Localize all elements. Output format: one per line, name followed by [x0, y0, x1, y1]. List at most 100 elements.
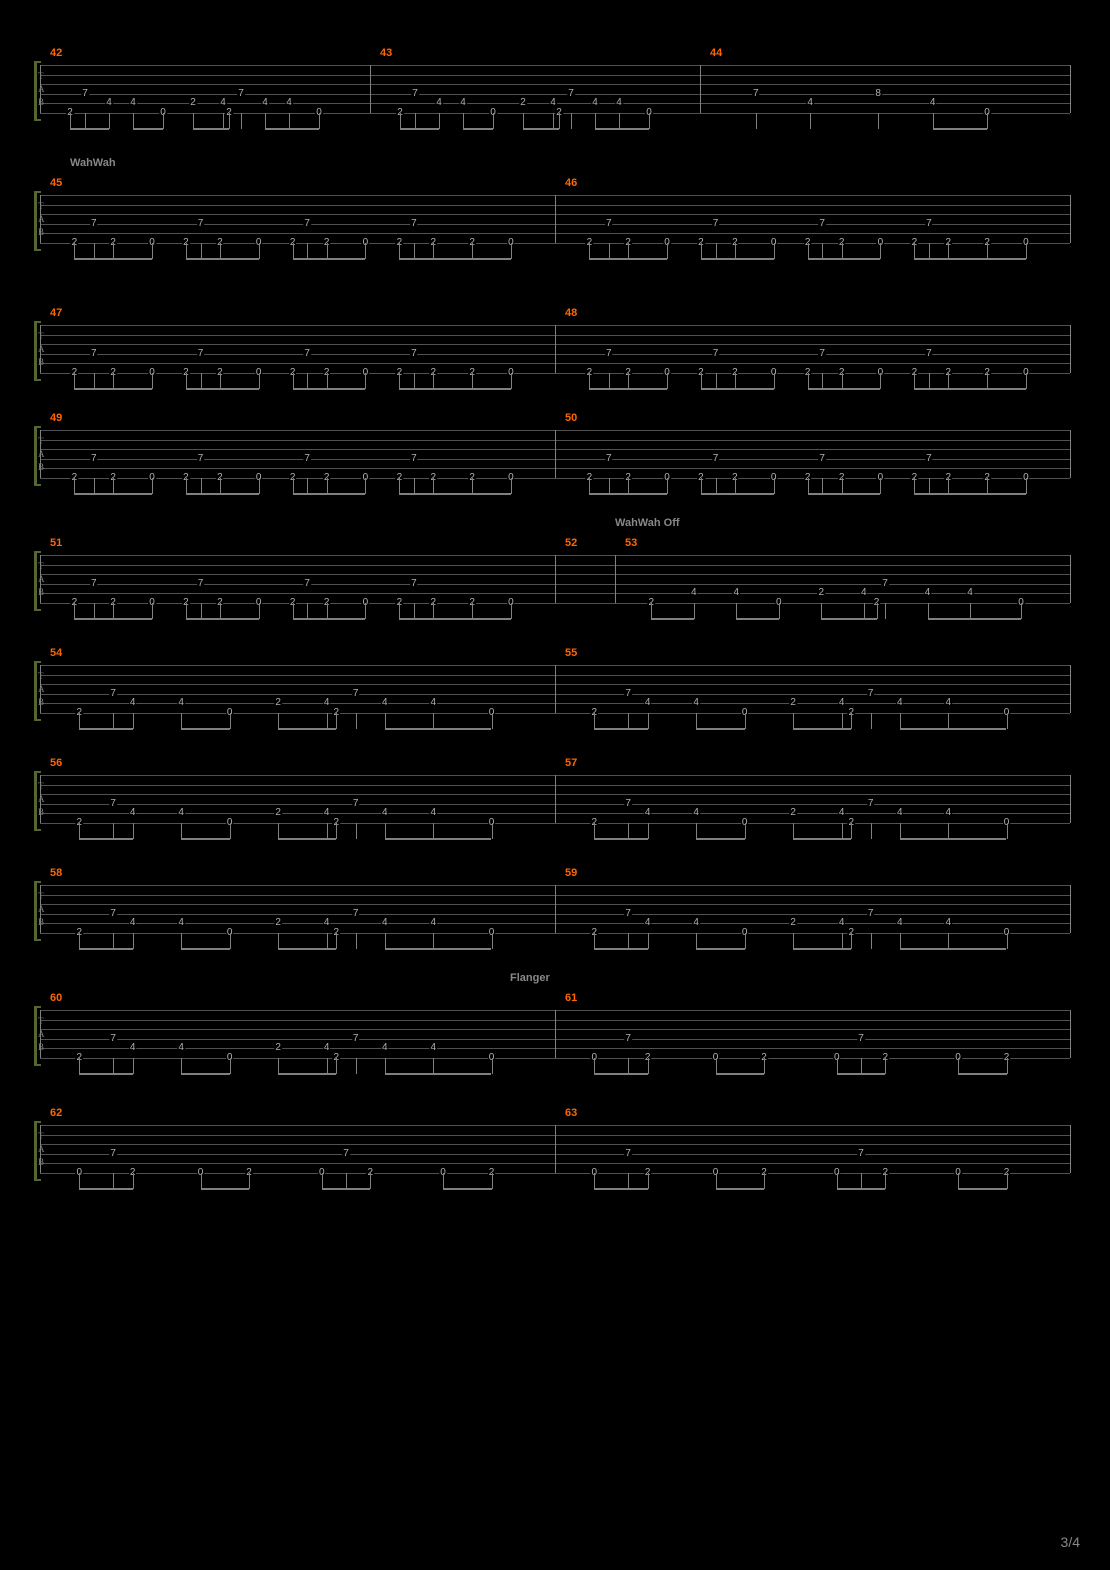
beam: [385, 728, 492, 730]
fret-number: 4: [323, 1043, 331, 1053]
beam: [399, 388, 511, 390]
beam: [181, 1073, 230, 1075]
note-stem: [230, 713, 231, 729]
fret-number: 4: [860, 588, 868, 598]
note-stem: [929, 243, 930, 259]
barline: [40, 885, 41, 933]
fret-number: 7: [352, 1034, 360, 1044]
note-stem: [764, 1058, 765, 1074]
note-stem: [774, 478, 775, 494]
fret-number: 7: [410, 349, 418, 359]
note-stem: [463, 113, 464, 129]
fret-number: 7: [90, 349, 98, 359]
fret-number: 7: [881, 579, 889, 589]
bar-number: 44: [710, 47, 722, 59]
note-stem: [779, 603, 780, 619]
beam: [793, 948, 851, 950]
note-stem: [433, 243, 434, 259]
bar-number: 46: [565, 177, 577, 189]
note-stem: [609, 243, 610, 259]
note-stem: [628, 713, 629, 729]
bar-number: 53: [625, 537, 637, 549]
beam: [793, 728, 851, 730]
note-stem: [914, 478, 915, 494]
note-stem: [327, 243, 328, 259]
note-stem: [628, 478, 629, 494]
note-stem: [756, 113, 757, 129]
note-stem: [472, 478, 473, 494]
fret-number: 7: [411, 89, 419, 99]
fret-number: 4: [591, 98, 599, 108]
note-stem: [79, 1058, 80, 1074]
note-stem: [94, 243, 95, 259]
bar-number: 49: [50, 412, 62, 424]
staff-line: [40, 84, 1070, 85]
note-stem: [628, 823, 629, 839]
note-stem: [929, 373, 930, 389]
beam: [278, 1073, 336, 1075]
fret-number: 7: [109, 909, 117, 919]
beam: [278, 728, 336, 730]
note-stem: [1026, 478, 1027, 494]
beam: [293, 618, 366, 620]
note-stem: [987, 113, 988, 129]
note-stem: [307, 373, 308, 389]
beam: [79, 728, 132, 730]
note-stem: [861, 1173, 862, 1189]
beam: [651, 618, 694, 620]
note-stem: [365, 373, 366, 389]
note-stem: [900, 823, 901, 839]
note-stem: [365, 478, 366, 494]
barline: [555, 325, 556, 373]
note-stem: [696, 933, 697, 949]
fret-number: 7: [605, 219, 613, 229]
note-stem: [181, 823, 182, 839]
staff: TAB724402472440724402472440: [40, 665, 1070, 713]
barline: [1070, 555, 1071, 603]
note-stem: [472, 243, 473, 259]
note-stem: [914, 243, 915, 259]
staff-line: [40, 65, 1070, 66]
barline: [1070, 195, 1071, 243]
beam: [399, 618, 511, 620]
note-stem: [433, 373, 434, 389]
note-stem: [249, 1173, 250, 1189]
fret-number: 4: [381, 698, 389, 708]
beam: [79, 1073, 132, 1075]
barline: [700, 65, 701, 113]
note-stem: [181, 933, 182, 949]
beam: [293, 388, 366, 390]
note-stem: [289, 113, 290, 129]
note-stem: [186, 478, 187, 494]
note-stem: [307, 243, 308, 259]
note-stem: [385, 933, 386, 949]
note-stem: [307, 603, 308, 619]
note-stem: [336, 933, 337, 949]
note-stem: [1021, 603, 1022, 619]
fret-number: 4: [459, 98, 467, 108]
note-stem: [152, 478, 153, 494]
fret-number: 4: [129, 918, 137, 928]
beam: [186, 388, 259, 390]
effect-label: Flanger: [510, 972, 550, 984]
fret-number: 2: [789, 698, 797, 708]
barline: [1070, 1010, 1071, 1058]
beam: [74, 258, 152, 260]
note-stem: [113, 823, 114, 839]
note-stem: [871, 933, 872, 949]
beam: [589, 388, 667, 390]
note-stem: [94, 603, 95, 619]
note-stem: [79, 1173, 80, 1189]
note-stem: [492, 1058, 493, 1074]
fret-number: 7: [410, 454, 418, 464]
beam: [837, 1188, 886, 1190]
note-stem: [94, 373, 95, 389]
string-label: B: [38, 97, 44, 107]
beam: [914, 258, 1026, 260]
note-stem: [696, 823, 697, 839]
note-stem: [878, 113, 879, 129]
string-label: B: [38, 462, 44, 472]
note-stem: [74, 373, 75, 389]
fret-number: 7: [90, 219, 98, 229]
fret-number: 2: [274, 808, 282, 818]
